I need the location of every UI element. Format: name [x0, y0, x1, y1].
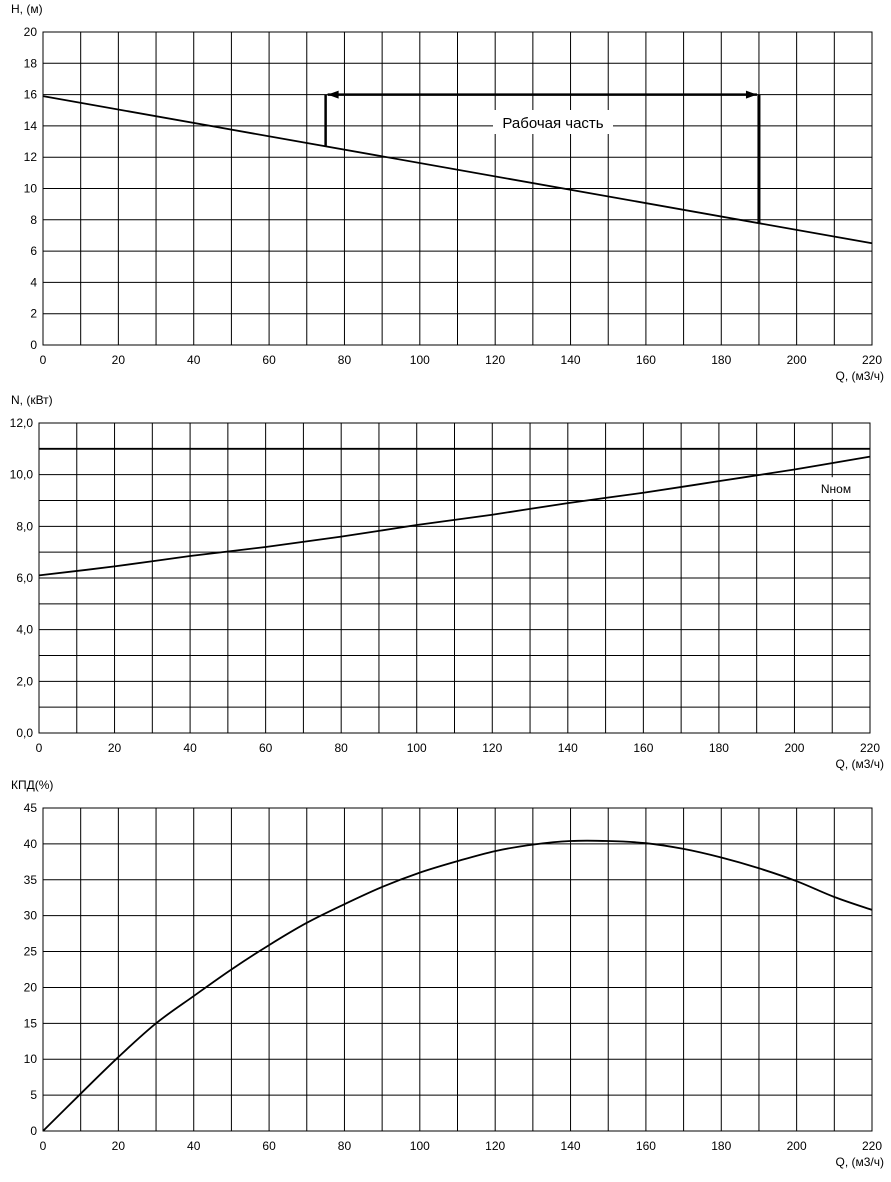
x-tick-label: 40 — [187, 1139, 201, 1153]
x-tick-label: 160 — [633, 741, 653, 755]
x-tick-label: 0 — [40, 353, 47, 367]
x-tick-label: 160 — [636, 1139, 656, 1153]
nnom-label-bg — [808, 477, 864, 500]
y-tick-label: 0 — [30, 1124, 37, 1138]
y-tick-label: 20 — [24, 25, 38, 39]
y-tick-label: 5 — [30, 1088, 37, 1102]
y-axis-title: КПД(%) — [11, 778, 53, 792]
y-tick-label: 14 — [24, 119, 38, 133]
x-tick-label: 100 — [407, 741, 427, 755]
y-tick-label: 25 — [24, 945, 38, 959]
x-tick-label: 120 — [485, 1139, 505, 1153]
x-tick-label: 120 — [482, 741, 502, 755]
chart-panel-1: 0 20 40 60 80 100 120 140 160 180 200 220 0 2 4 6 8 10 12 1… — [11, 2, 884, 383]
series-line — [42, 95, 873, 245]
y-tick-label: 16 — [24, 88, 38, 102]
y-tick-label: 12,0 — [10, 416, 34, 430]
y-tick-label: 0,0 — [16, 726, 33, 740]
y-tick-label: 12 — [24, 150, 38, 164]
x-tick-label: 20 — [112, 1139, 126, 1153]
y-tick-label: 6 — [30, 244, 37, 258]
plot-frame — [38, 422, 871, 734]
x-axis-title: Q, (м3/ч) — [835, 757, 884, 771]
x-tick-label: 60 — [262, 353, 276, 367]
x-tick-label: 180 — [711, 353, 731, 367]
x-tick-label: 220 — [860, 741, 880, 755]
x-axis-title: Q, (м3/ч) — [835, 1155, 884, 1169]
x-tick-label: 140 — [561, 353, 581, 367]
y-tick-label: 40 — [24, 837, 38, 851]
y-tick-label: 10,0 — [10, 468, 34, 482]
x-tick-label: 40 — [183, 741, 197, 755]
x-tick-label: 140 — [558, 741, 578, 755]
series-line — [42, 839, 873, 1132]
x-tick-label: 100 — [410, 1139, 430, 1153]
x-tick-label: 80 — [335, 741, 349, 755]
x-tick-label: 180 — [709, 741, 729, 755]
x-tick-label: 100 — [410, 353, 430, 367]
x-tick-label: 80 — [338, 1139, 352, 1153]
x-tick-label: 200 — [787, 353, 807, 367]
x-tick-label: 120 — [485, 353, 505, 367]
y-tick-label: 35 — [24, 873, 38, 887]
arrow-head-left — [327, 90, 339, 99]
y-axis-title: H, (м) — [11, 2, 43, 16]
x-tick-label: 0 — [40, 1139, 47, 1153]
x-tick-label: 20 — [112, 353, 126, 367]
x-tick-label: 160 — [636, 353, 656, 367]
y-tick-label: 10 — [24, 1052, 38, 1066]
x-tick-label: 20 — [108, 741, 122, 755]
y-tick-label: 10 — [24, 182, 38, 196]
y-tick-label: 2,0 — [16, 674, 33, 688]
plot-frame — [42, 807, 873, 1132]
y-tick-label: 6,0 — [16, 571, 33, 585]
y-tick-label: 0 — [30, 338, 37, 352]
arrow-head-right — [745, 90, 757, 99]
chart-panel-3: 0 20 40 60 80 100 120 140 160 180 200 220 0 5 10 15 20 25… — [11, 778, 884, 1169]
y-tick-label: 45 — [24, 801, 38, 815]
x-tick-label: 60 — [262, 1139, 276, 1153]
x-tick-label: 200 — [787, 1139, 807, 1153]
y-tick-label: 20 — [24, 980, 38, 994]
y-tick-label: 15 — [24, 1016, 38, 1030]
y-axis-title: N, (кВт) — [11, 393, 53, 407]
nnom-label: Nном — [821, 482, 851, 496]
x-tick-label: 60 — [259, 741, 273, 755]
y-tick-label: 8 — [30, 213, 37, 227]
x-tick-label: 40 — [187, 353, 201, 367]
series-line — [38, 455, 871, 577]
y-tick-label: 2 — [30, 307, 37, 321]
x-tick-label: 80 — [338, 353, 352, 367]
plot-frame — [42, 31, 873, 346]
chart-panel-2: 0 20 40 60 80 100 120 140 160 180 200 220 0,0 2,0 4,0 6… — [10, 393, 884, 771]
y-tick-label: 18 — [24, 56, 38, 70]
y-tick-label: 4,0 — [16, 623, 33, 637]
x-axis-title: Q, (м3/ч) — [835, 369, 884, 383]
x-tick-label: 0 — [36, 741, 43, 755]
x-tick-label: 180 — [711, 1139, 731, 1153]
x-tick-label: 200 — [784, 741, 804, 755]
annotation-bg — [493, 110, 613, 134]
x-tick-label: 140 — [561, 1139, 581, 1153]
x-tick-label: 220 — [862, 1139, 882, 1153]
y-tick-label: 30 — [24, 909, 38, 923]
y-tick-label: 8,0 — [16, 519, 33, 533]
x-tick-label: 220 — [862, 353, 882, 367]
y-tick-label: 4 — [30, 275, 37, 289]
annotation-label: Рабочая часть — [502, 115, 603, 132]
